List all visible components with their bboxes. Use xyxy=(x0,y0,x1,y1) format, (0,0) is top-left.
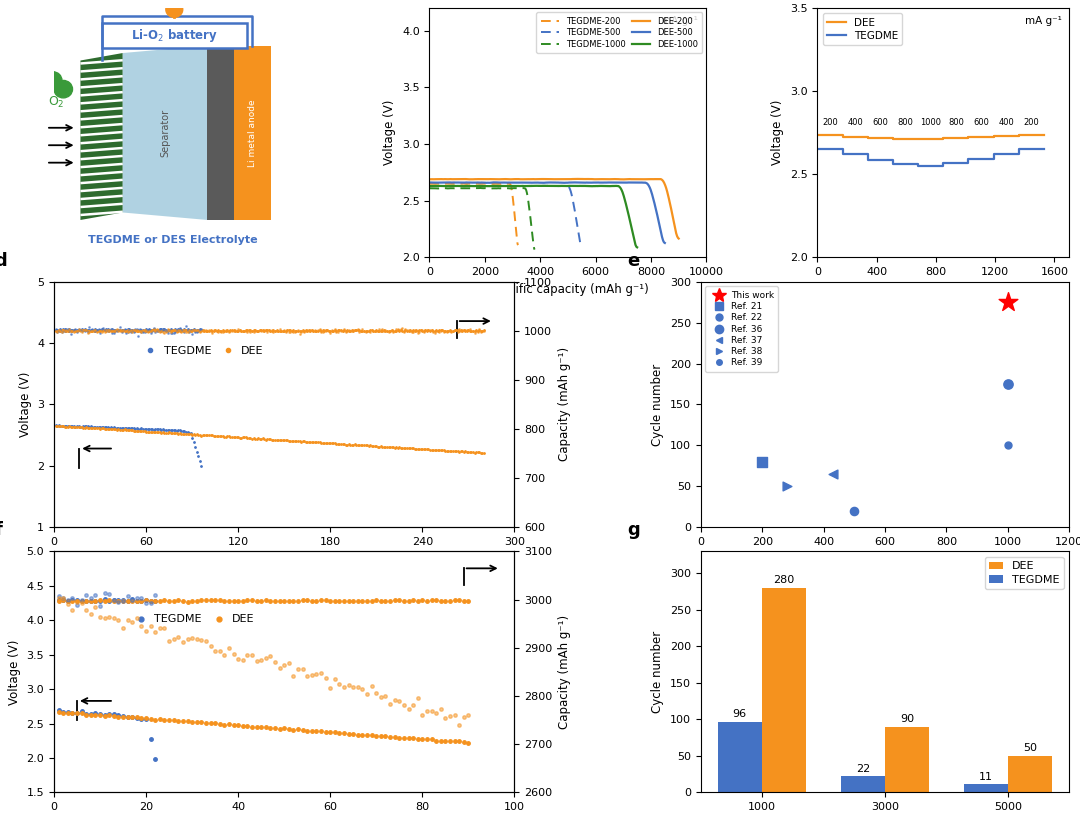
Text: 400: 400 xyxy=(998,118,1014,127)
Point xyxy=(999,439,1016,452)
Line: DEE: DEE xyxy=(818,136,1044,139)
Bar xyxy=(963,784,1008,792)
DEE xyxy=(1034,131,1047,141)
Circle shape xyxy=(54,80,72,98)
TEGDME xyxy=(912,161,924,171)
Y-axis label: Cycle number: Cycle number xyxy=(651,364,664,445)
TEGDME xyxy=(890,159,903,169)
Polygon shape xyxy=(166,2,183,17)
Bar xyxy=(840,776,885,792)
Text: f: f xyxy=(0,521,2,539)
Text: TEGDME or DES Electrolyte: TEGDME or DES Electrolyte xyxy=(89,235,258,245)
Y-axis label: Capacity (mAh g⁻¹): Capacity (mAh g⁻¹) xyxy=(558,615,571,729)
TEGDME xyxy=(827,144,840,154)
X-axis label: Specific capacity (mAh g⁻¹): Specific capacity (mAh g⁻¹) xyxy=(805,552,966,565)
DEE xyxy=(932,134,945,144)
TEGDME xyxy=(932,161,945,171)
Text: mA g⁻¹: mA g⁻¹ xyxy=(661,16,698,25)
Text: 11: 11 xyxy=(978,771,993,782)
X-axis label: Cycle number: Cycle number xyxy=(243,552,325,565)
Text: 200: 200 xyxy=(822,118,838,127)
Point xyxy=(999,377,1016,391)
Point xyxy=(846,504,863,517)
Text: 22: 22 xyxy=(855,764,870,774)
Point xyxy=(824,467,841,480)
DEE xyxy=(1038,131,1051,141)
Legend: TEGDME, DEE: TEGDME, DEE xyxy=(135,342,268,360)
Y-axis label: Voltage (V): Voltage (V) xyxy=(8,639,21,705)
DEE xyxy=(811,131,824,141)
Point xyxy=(754,455,771,468)
TEGDME xyxy=(1005,150,1018,159)
Legend: This work, Ref. 21, Ref. 22, Ref. 36, Ref. 37, Ref. 38, Ref. 39: This work, Ref. 21, Ref. 22, Ref. 36, Re… xyxy=(705,287,779,372)
Legend: TEGDME-200, TEGDME-500, TEGDME-1000, DEE-200, DEE-500, DEE-1000: TEGDME-200, TEGDME-500, TEGDME-1000, DEE… xyxy=(537,12,702,52)
Text: d: d xyxy=(0,252,6,270)
Y-axis label: Capacity (mAh g⁻¹): Capacity (mAh g⁻¹) xyxy=(557,347,570,462)
DEE xyxy=(890,134,903,144)
Polygon shape xyxy=(80,53,123,220)
Bar xyxy=(717,722,761,792)
Text: 50: 50 xyxy=(1023,743,1037,753)
Circle shape xyxy=(43,72,62,89)
TEGDME xyxy=(1038,145,1051,154)
DEE xyxy=(827,131,840,141)
Text: Li metal anode: Li metal anode xyxy=(247,99,257,167)
Line: TEGDME: TEGDME xyxy=(818,149,1044,166)
Y-axis label: Voltage (V): Voltage (V) xyxy=(771,100,784,166)
Point xyxy=(779,480,796,493)
Legend: TEGDME, DEE: TEGDME, DEE xyxy=(125,610,259,629)
TEGDME xyxy=(1034,145,1047,154)
Text: 90: 90 xyxy=(900,714,915,724)
Bar xyxy=(761,588,807,792)
Text: 200: 200 xyxy=(1024,118,1039,127)
Text: 96: 96 xyxy=(732,709,747,720)
Legend: DEE, TEGDME: DEE, TEGDME xyxy=(823,13,902,45)
Legend: DEE, TEGDME: DEE, TEGDME xyxy=(985,557,1064,589)
Text: Separator: Separator xyxy=(160,109,170,157)
Bar xyxy=(885,727,930,792)
X-axis label: Specific capacity (mAh g⁻¹): Specific capacity (mAh g⁻¹) xyxy=(863,283,1024,296)
FancyBboxPatch shape xyxy=(102,23,247,48)
DEE xyxy=(1010,132,1023,141)
Polygon shape xyxy=(123,46,207,220)
Text: 600: 600 xyxy=(973,118,989,127)
Y-axis label: Cycle number: Cycle number xyxy=(651,631,664,713)
Text: 1000: 1000 xyxy=(920,118,941,127)
Text: 400: 400 xyxy=(848,118,863,127)
X-axis label: Specific capacity (mAh g⁻¹): Specific capacity (mAh g⁻¹) xyxy=(487,283,649,296)
Y-axis label: Voltage (V): Voltage (V) xyxy=(383,100,396,166)
Point xyxy=(999,296,1016,309)
Text: Li-O$_2$ battery: Li-O$_2$ battery xyxy=(131,27,218,44)
Text: mA g⁻¹: mA g⁻¹ xyxy=(1025,16,1062,25)
DEE xyxy=(887,134,900,144)
Text: O$_2$: O$_2$ xyxy=(49,96,65,110)
Text: 280: 280 xyxy=(773,575,795,585)
Text: 800: 800 xyxy=(897,118,914,127)
Bar xyxy=(1008,756,1052,792)
TEGDME xyxy=(811,144,824,154)
Polygon shape xyxy=(207,46,233,220)
DEE xyxy=(1005,132,1018,141)
Text: 600: 600 xyxy=(873,118,888,127)
Y-axis label: Voltage (V): Voltage (V) xyxy=(18,372,31,437)
Text: e: e xyxy=(627,252,639,270)
Text: g: g xyxy=(627,521,640,539)
Text: 800: 800 xyxy=(948,118,963,127)
TEGDME xyxy=(1010,150,1023,159)
Polygon shape xyxy=(233,46,271,220)
